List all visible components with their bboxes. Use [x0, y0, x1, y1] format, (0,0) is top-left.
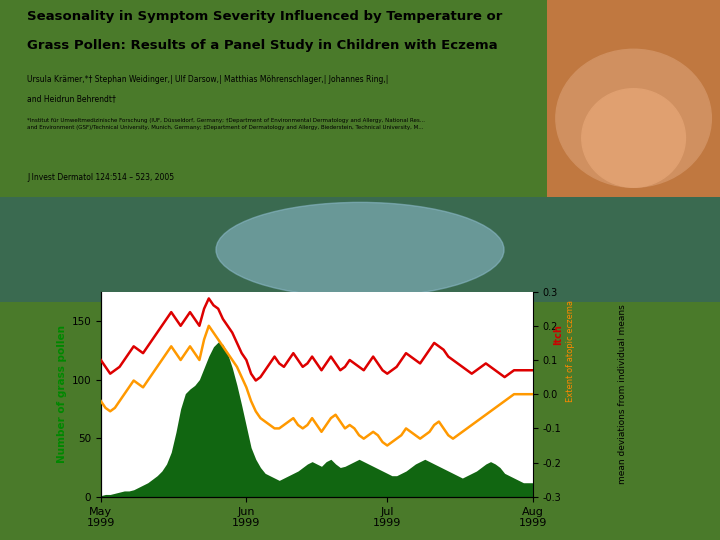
Text: *Institut für Umweltmedizinische Forschung (IUF, Düsseldorf, Germany; †Departmen: *Institut für Umweltmedizinische Forschu…	[27, 118, 426, 130]
Ellipse shape	[216, 202, 504, 297]
Text: Extent of atopic eczema: Extent of atopic eczema	[567, 300, 575, 402]
Text: Ursula Krämer,*† Stephan Weidinger,| Ulf Darsow,| Matthias Möhrenschlager,| Joha: Ursula Krämer,*† Stephan Weidinger,| Ulf…	[27, 75, 389, 84]
Ellipse shape	[556, 49, 711, 187]
Text: J Invest Dermatol 124:514 – 523, 2005: J Invest Dermatol 124:514 – 523, 2005	[27, 173, 174, 183]
Y-axis label: Number of grass pollen: Number of grass pollen	[57, 325, 67, 463]
Text: and Heidrun Behrendt†: and Heidrun Behrendt†	[27, 94, 116, 104]
Text: mean deviations from individual means: mean deviations from individual means	[618, 305, 627, 484]
Text: Itch: Itch	[553, 325, 563, 345]
Text: Grass Pollen: Results of a Panel Study in Children with Eczema: Grass Pollen: Results of a Panel Study i…	[27, 39, 498, 52]
Ellipse shape	[582, 89, 685, 187]
Text: Seasonality in Symptom Severity Influenced by Temperature or: Seasonality in Symptom Severity Influenc…	[27, 10, 503, 23]
